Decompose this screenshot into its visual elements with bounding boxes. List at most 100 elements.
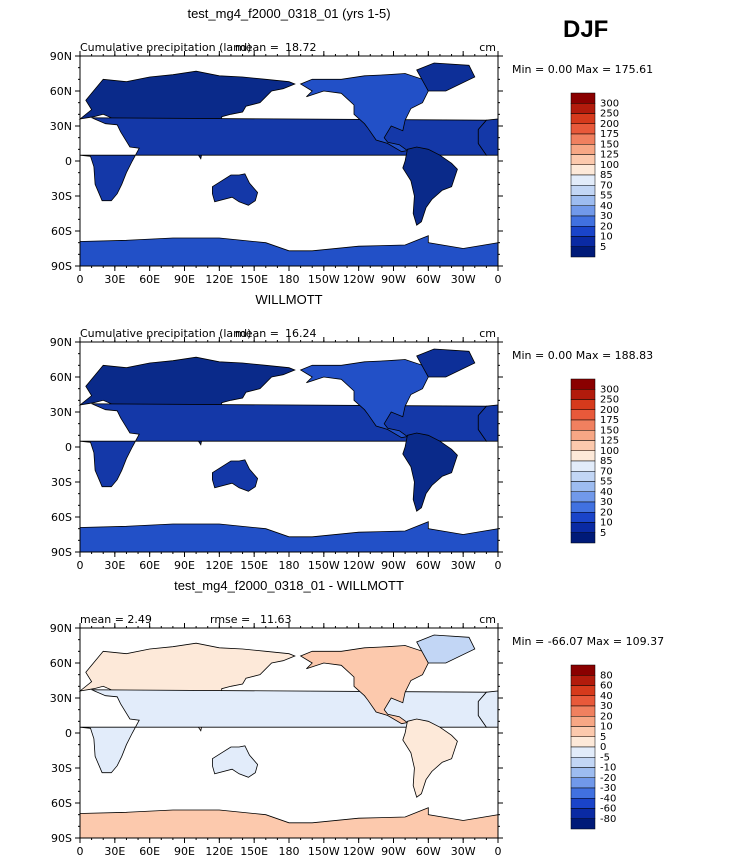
panel-subtitle: Cumulative precipitation (land) (80, 327, 251, 340)
y-tick-label: 90N (50, 336, 72, 349)
x-tick-label: 120E (205, 845, 233, 858)
colorbar-label: 250 (600, 109, 619, 120)
x-tick-label: 0 (495, 273, 502, 286)
land-north-america (299, 73, 429, 153)
colorbar-box (570, 236, 596, 247)
y-tick-label: 90N (50, 622, 72, 635)
colorbar-label: -20 (600, 773, 616, 784)
colorbar-box (570, 777, 596, 789)
map-panel-2: WILLMOTT Cumulative precipitation (land)m… (50, 292, 653, 572)
land-south-america (402, 146, 458, 226)
colorbar-box (570, 695, 596, 707)
colorbar-label: 40 (600, 487, 613, 498)
x-tick-label: 90W (381, 559, 406, 572)
colorbar-box (570, 787, 596, 799)
colorbar-box (570, 664, 596, 676)
stat-value: 11.63 (260, 613, 292, 626)
colorbar-box (570, 798, 596, 809)
minmax-label: Min = -66.07 Max = 109.37 (512, 635, 664, 648)
colorbar-box (570, 532, 596, 544)
colorbar-box (570, 154, 596, 165)
colorbar-label: 80 (600, 670, 613, 681)
land-greenland (416, 62, 476, 92)
x-tick-label: 150W (308, 845, 340, 858)
colorbar-box (570, 757, 596, 768)
colorbar-label: 5 (600, 242, 606, 253)
colorbar-box (570, 818, 596, 830)
colorbar-box (570, 501, 596, 513)
panel-subtitle: mean = 2.49 (80, 613, 152, 626)
x-tick-label: 90W (381, 273, 406, 286)
colorbar-box (570, 103, 596, 114)
y-tick-label: 60N (50, 657, 72, 670)
colorbar-box (570, 491, 596, 503)
colorbar-box (570, 430, 596, 441)
colorbar-box (570, 389, 596, 400)
colorbar-label: -80 (600, 814, 616, 825)
stat-label: mean = (235, 327, 279, 340)
x-tick-label: 0 (495, 845, 502, 858)
y-tick-label: 30N (50, 406, 72, 419)
x-tick-label: 120W (343, 845, 375, 858)
colorbar-label: 55 (600, 477, 613, 488)
stat-value: 18.72 (285, 41, 317, 54)
colorbar-label: -60 (600, 804, 616, 815)
x-tick-label: 60E (139, 559, 160, 572)
season-label: DJF (563, 16, 609, 43)
colorbar-box (570, 92, 596, 104)
land-north-america (299, 645, 429, 725)
y-tick-label: 30S (51, 762, 72, 775)
colorbar-label: 150 (600, 139, 619, 150)
colorbar-box (570, 736, 596, 748)
y-tick-label: 0 (65, 727, 72, 740)
x-tick-label: 60E (139, 273, 160, 286)
colorbar-label: 100 (600, 446, 619, 457)
colorbar-box (570, 399, 596, 410)
stat-label: mean = (235, 41, 279, 54)
colorbar-label: 5 (600, 528, 606, 539)
x-tick-label: 0 (77, 845, 84, 858)
panel-title: test_mg4_f2000_0318_01 - WILLMOTT (174, 578, 404, 593)
colorbar-box (570, 460, 596, 472)
colorbar-box (570, 185, 596, 196)
x-tick-label: 150W (308, 273, 340, 286)
colorbar-label: 200 (600, 119, 619, 130)
x-tick-label: 150W (308, 559, 340, 572)
colorbar-label: -5 (600, 752, 610, 763)
colorbar-box (570, 133, 596, 145)
y-tick-label: 30S (51, 190, 72, 203)
map-panel-3: test_mg4_f2000_0318_01 - WILLMOTT mean = … (50, 578, 664, 858)
colorbar-box (570, 726, 596, 737)
colorbar-box (570, 378, 596, 390)
x-tick-label: 0 (495, 559, 502, 572)
minmax-label: Min = 0.00 Max = 175.61 (512, 63, 653, 76)
y-tick-label: 90S (51, 832, 72, 845)
panel-title: test_mg4_f2000_0318_01 (yrs 1-5) (187, 6, 390, 21)
colorbar-label: 175 (600, 415, 619, 426)
colorbar-label: 125 (600, 150, 619, 161)
units-label: cm (479, 613, 496, 626)
y-tick-label: 60N (50, 85, 72, 98)
y-tick-label: 60S (51, 797, 72, 810)
colorbar-box (570, 767, 596, 778)
colorbar-label: 300 (600, 98, 619, 109)
x-tick-label: 90E (174, 273, 195, 286)
colorbar-label: 20 (600, 711, 613, 722)
colorbar-box (570, 716, 596, 727)
x-tick-label: 120W (343, 273, 375, 286)
colorbar-box (570, 808, 596, 819)
colorbar-label: 10 (600, 722, 613, 733)
colorbar-label: 125 (600, 436, 619, 447)
x-tick-label: 90E (174, 845, 195, 858)
colorbar-box (570, 144, 596, 155)
x-tick-label: 60W (416, 559, 441, 572)
colorbar-box (570, 675, 596, 686)
minmax-label: Min = 0.00 Max = 188.83 (512, 349, 653, 362)
colorbar-label: 300 (600, 384, 619, 395)
colorbar-box (570, 409, 596, 421)
colorbar-box (570, 512, 596, 523)
colorbar-box (570, 705, 596, 717)
colorbar-label: 55 (600, 191, 613, 202)
x-tick-label: 0 (77, 559, 84, 572)
y-tick-label: 60S (51, 225, 72, 238)
